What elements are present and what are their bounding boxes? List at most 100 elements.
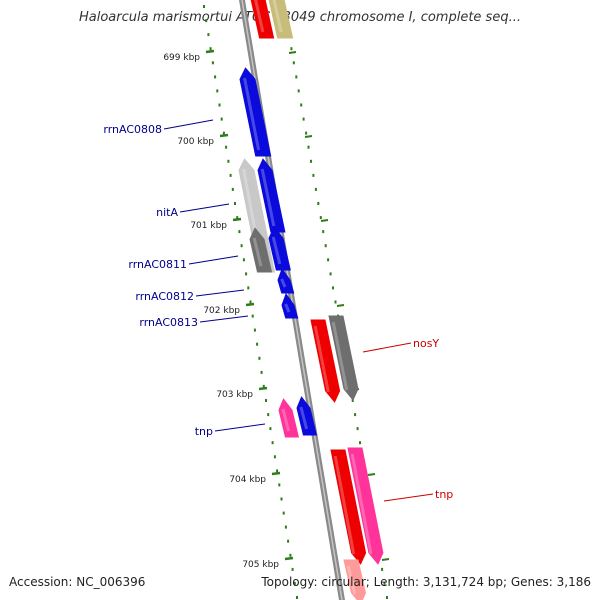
left-rail-dot — [216, 89, 219, 93]
right-rail-dot — [317, 202, 320, 205]
gene-arrow[interactable] — [281, 293, 299, 319]
right-rail-dot — [381, 567, 384, 571]
gene-label-leader — [383, 493, 434, 502]
left-rail-dot — [253, 328, 256, 332]
gene-arrow[interactable] — [347, 447, 384, 565]
accession-label: Accession: NC_006396 — [9, 575, 146, 589]
left-rail-dot — [227, 159, 230, 163]
scale-tick-mark-right — [381, 558, 390, 561]
right-rail-dot — [302, 117, 305, 121]
gene-arrow[interactable] — [343, 559, 367, 600]
gene-label[interactable]: rrnAC0808 — [103, 123, 162, 136]
gene-label-leader — [179, 203, 230, 213]
right-rail-dot — [290, 47, 293, 51]
right-rail-dot — [300, 103, 303, 107]
scale-tick-label: 700 kbp — [177, 137, 214, 147]
gene-arrow-shading — [243, 77, 261, 151]
scale-tick-label: 704 kbp — [229, 475, 266, 485]
left-rail-dot — [218, 103, 221, 107]
left-rail-dot — [251, 314, 254, 318]
gene-label-leader — [362, 342, 412, 353]
scale-tick-mark-right — [320, 219, 329, 222]
left-rail-dot — [273, 455, 276, 459]
left-rail-dot — [240, 244, 243, 248]
gene-label[interactable]: rrnAC0812 — [135, 290, 194, 303]
left-rail-dot — [265, 399, 267, 402]
gene-arrow[interactable] — [268, 0, 294, 39]
scale-tick-mark — [232, 217, 242, 222]
gene-label[interactable]: tnp — [195, 425, 213, 438]
left-rail-dot — [249, 300, 252, 304]
left-rail-dot — [280, 497, 283, 501]
gene-arrow-shading — [281, 408, 291, 432]
gene-arrow-shading — [272, 0, 283, 33]
gene-label[interactable]: tnp — [435, 488, 453, 501]
right-rail-dot — [327, 258, 330, 262]
gene-arrow[interactable] — [239, 67, 272, 157]
map-title: Haloarcula marismortui ATCC 43049 chromo… — [79, 10, 521, 25]
left-rail-dot — [287, 539, 290, 543]
right-rail-dot — [351, 399, 354, 402]
left-rail-dot — [293, 581, 296, 585]
left-rail-dot — [289, 553, 292, 557]
scale-tick-label: 701 kbp — [190, 221, 227, 231]
scale-tick-label: 699 kbp — [163, 53, 200, 63]
gene-arrow-shading — [280, 278, 287, 288]
scale-tick-mark — [284, 556, 294, 561]
right-rail-dot — [334, 300, 337, 304]
scale-tick-mark-right — [336, 304, 345, 307]
left-rail-dot — [284, 525, 287, 529]
gene-arrow[interactable] — [268, 226, 291, 271]
left-rail-dot — [211, 61, 214, 65]
scale-tick-mark-right — [304, 135, 313, 138]
left-rail-dot — [269, 427, 272, 431]
gene-label[interactable]: nitA — [156, 206, 178, 219]
left-rail-dot — [276, 469, 279, 473]
gene-arrow-shading — [252, 237, 263, 267]
scale-tick-mark — [219, 133, 229, 138]
gene-arrow-shading — [333, 455, 356, 555]
gene-arrow-shading — [313, 325, 330, 393]
gene-arrow-shading — [284, 303, 291, 313]
gene-arrow[interactable] — [328, 315, 359, 401]
gene-label-leader — [163, 119, 214, 130]
left-rail-dot — [291, 567, 294, 571]
left-rail-dot — [203, 5, 205, 8]
right-rail-dot — [292, 61, 295, 65]
left-rail-dot — [296, 596, 298, 599]
gene-arrow[interactable] — [310, 319, 341, 403]
gene-label-leader — [214, 423, 266, 432]
left-rail-dot — [258, 356, 261, 360]
left-rail-dot — [222, 131, 225, 135]
gene-label-leader — [199, 315, 249, 323]
gene-label[interactable]: nosY — [413, 337, 439, 350]
gene-arrow[interactable] — [296, 396, 318, 436]
gene-label[interactable]: rrnAC0811 — [128, 258, 187, 271]
gene-arrow[interactable] — [277, 268, 295, 294]
left-rail-dot — [271, 441, 274, 445]
gene-label-leader — [195, 289, 245, 297]
right-rail-dot — [324, 244, 327, 248]
scale-tick-mark — [258, 386, 268, 391]
scale-tick-label: 703 kbp — [216, 390, 253, 400]
left-rail-dot — [214, 75, 217, 79]
gene-arrow-shading — [331, 321, 349, 391]
left-rail-dot — [247, 286, 250, 290]
gene-arrow[interactable] — [249, 227, 273, 273]
left-rail-dot — [238, 230, 241, 234]
gene-arrow-shading — [350, 453, 373, 555]
gene-arrow[interactable] — [330, 449, 367, 565]
gene-arrow[interactable] — [250, 0, 275, 39]
gene-label[interactable]: rrnAC0813 — [139, 316, 198, 329]
gene-arrow[interactable] — [278, 398, 300, 438]
left-rail-dot — [225, 145, 228, 149]
right-rail-dot — [307, 145, 310, 149]
left-rail-dot — [260, 370, 263, 374]
gene-arrow[interactable] — [257, 158, 286, 233]
right-rail-dot — [332, 286, 334, 290]
right-rail-dot — [386, 596, 388, 599]
left-rail-dot — [220, 117, 223, 121]
left-rail-dot — [262, 384, 265, 388]
